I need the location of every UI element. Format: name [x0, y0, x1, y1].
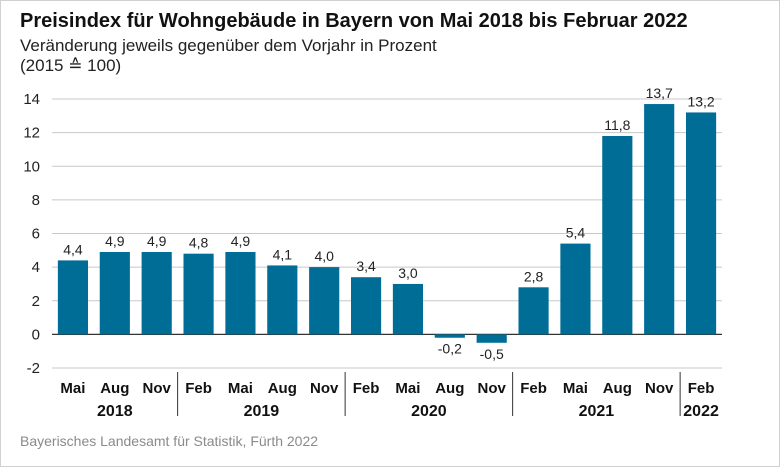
data-label: 5,4 [566, 225, 586, 241]
chart-base-note: (2015 ≙ 100) [20, 56, 122, 75]
bar [602, 135, 633, 335]
data-label: 11,8 [604, 117, 630, 133]
bar [350, 277, 382, 335]
bar [685, 112, 717, 335]
x-tick-label: Mai [228, 380, 253, 397]
year-label: 2018 [97, 403, 133, 420]
x-tick-label: Nov [645, 380, 674, 397]
x-tick-label: Mai [60, 380, 85, 397]
data-label: 2,8 [524, 268, 544, 284]
y-tick-label: 4 [32, 259, 40, 276]
bar [225, 251, 256, 335]
data-label: 4,9 [105, 233, 125, 249]
data-label: 4,4 [63, 241, 83, 257]
year-label: 2021 [579, 403, 615, 420]
bar [392, 283, 424, 335]
x-tick-label: Feb [688, 380, 715, 397]
year-label: 2022 [683, 403, 719, 420]
bar [267, 265, 298, 335]
x-tick-label: Nov [310, 380, 339, 397]
x-tick-label: Aug [435, 380, 464, 397]
y-tick-label: 2 [32, 293, 40, 310]
bar [99, 251, 130, 335]
x-tick-label: Aug [268, 380, 297, 397]
x-tick-label: Mai [563, 380, 588, 397]
x-tick-label: Feb [520, 380, 547, 397]
y-tick-label: 14 [23, 91, 40, 108]
data-label: -0,5 [480, 346, 504, 362]
x-tick-label: Feb [353, 380, 380, 397]
y-tick-label: 10 [23, 158, 40, 175]
bar [560, 243, 591, 335]
year-label: 2019 [244, 403, 280, 420]
data-label: -0,2 [438, 341, 462, 357]
bar [518, 287, 549, 335]
x-tick-label: Nov [143, 380, 172, 397]
data-label: 3,4 [356, 258, 376, 274]
data-label: 13,2 [687, 93, 714, 109]
data-label: 4,0 [314, 248, 334, 264]
data-label: 4,8 [189, 235, 209, 251]
bar [57, 260, 89, 335]
y-tick-label: 0 [32, 326, 40, 343]
y-tick-label: 6 [32, 226, 40, 243]
data-label: 4,9 [231, 233, 251, 249]
bar [476, 334, 507, 343]
bar [644, 104, 675, 335]
bar [183, 253, 214, 335]
year-label: 2020 [411, 403, 447, 420]
y-tick-label: 12 [23, 125, 40, 142]
x-tick-label: Aug [603, 380, 632, 397]
x-tick-label: Aug [100, 380, 129, 397]
bar [434, 334, 465, 338]
chart-subtitle: Veränderung jeweils gegenüber dem Vorjah… [20, 36, 437, 55]
x-tick-label: Nov [478, 380, 507, 397]
data-label: 4,1 [273, 246, 293, 262]
source-note: Bayerisches Landesamt für Statistik, Für… [20, 433, 319, 449]
x-tick-label: Feb [185, 380, 212, 397]
y-tick-label: -2 [27, 360, 40, 377]
bar [141, 251, 172, 335]
data-label: 13,7 [646, 85, 673, 101]
bar [309, 267, 340, 335]
data-label: 4,9 [147, 233, 167, 249]
data-label: 3,0 [398, 265, 418, 281]
chart-title: Preisindex für Wohngebäude in Bayern von… [20, 10, 688, 32]
y-tick-label: 8 [32, 192, 40, 209]
x-tick-label: Mai [395, 380, 420, 397]
